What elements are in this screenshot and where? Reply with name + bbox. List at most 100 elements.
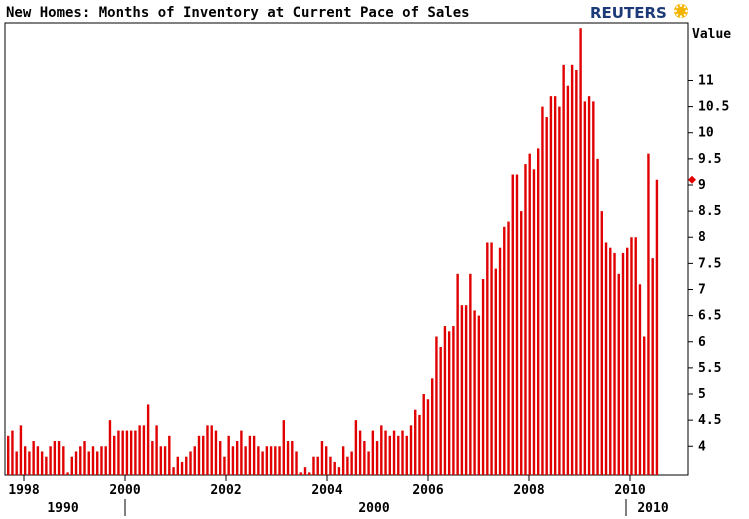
chart-title: New Homes: Months of Inventory at Curren…	[6, 5, 470, 21]
bar	[562, 64, 565, 475]
bar	[83, 441, 86, 475]
bar	[308, 472, 311, 475]
bar	[367, 451, 370, 475]
bar	[452, 326, 455, 475]
bar	[146, 404, 150, 475]
bar	[104, 446, 107, 475]
bar	[503, 226, 506, 475]
bar	[210, 425, 213, 475]
x-tick-label: 2000	[109, 483, 140, 498]
bar	[520, 211, 523, 475]
bar	[630, 237, 633, 475]
bar	[456, 273, 459, 475]
bar	[180, 461, 184, 475]
bars	[7, 28, 659, 475]
bar	[524, 164, 527, 475]
bar	[219, 441, 222, 475]
y-tick-label: 6	[698, 335, 706, 350]
bar	[558, 106, 561, 475]
bar	[447, 331, 451, 475]
y-tick-label: 4.5	[698, 413, 721, 428]
bar	[405, 435, 408, 475]
bar	[79, 446, 82, 475]
x-tick-label: 2006	[412, 483, 443, 498]
bar	[129, 430, 133, 475]
bar	[486, 242, 489, 475]
bar	[481, 279, 485, 475]
y-tick-label: 4	[698, 439, 706, 454]
y-tick-label: 7	[698, 282, 706, 297]
bar	[545, 117, 548, 475]
bar	[121, 430, 124, 475]
bar	[32, 441, 35, 475]
bar	[312, 456, 315, 475]
bar	[291, 441, 294, 475]
bar	[418, 414, 421, 475]
bar	[96, 451, 99, 475]
bar	[515, 174, 519, 475]
bar	[532, 169, 536, 475]
diamond-marker-icon	[688, 175, 696, 184]
bar	[617, 273, 620, 475]
bar	[231, 446, 235, 475]
y-tick-label: 6.5	[698, 309, 721, 324]
bar	[643, 336, 646, 475]
bar	[566, 85, 570, 475]
bar	[202, 435, 205, 475]
x-tick-label: 2008	[513, 483, 544, 498]
bar	[587, 96, 591, 475]
bar	[223, 456, 226, 475]
bar	[638, 284, 642, 475]
bar	[227, 435, 230, 475]
bar	[235, 441, 239, 475]
bar	[248, 435, 252, 475]
bar	[197, 435, 201, 475]
bar	[651, 258, 654, 475]
bar	[575, 70, 578, 475]
bar	[626, 247, 629, 475]
bar	[66, 472, 69, 475]
x-tick-label: 2004	[311, 483, 342, 498]
bar	[7, 435, 10, 475]
bar	[185, 456, 188, 475]
bar	[28, 451, 31, 475]
bar	[163, 446, 167, 475]
bar	[647, 153, 650, 475]
bar	[414, 409, 417, 475]
bar	[36, 446, 40, 475]
x-axis: 1998 2000 2002 2004 2006 2008 2010 1990 2000 2010	[8, 475, 669, 516]
bar	[537, 148, 540, 475]
x-tick-label: 2010	[614, 483, 645, 498]
bar	[193, 446, 196, 475]
bar	[384, 430, 387, 475]
bar	[422, 394, 425, 475]
bar	[117, 430, 120, 475]
bar	[583, 101, 587, 475]
bar	[443, 326, 447, 475]
bar	[528, 153, 531, 475]
x-decade-label: 2000	[358, 501, 389, 516]
bar	[265, 446, 269, 475]
bar	[401, 430, 404, 475]
y-tick-label: 9	[698, 178, 706, 193]
bar	[363, 441, 366, 475]
bar	[70, 456, 73, 475]
bar	[333, 461, 336, 475]
bar	[621, 252, 625, 475]
bar	[380, 425, 383, 475]
last-value-marker	[688, 175, 696, 184]
bar	[549, 96, 553, 475]
bar	[53, 441, 57, 475]
bar	[397, 435, 400, 475]
y-tick-label: 10	[698, 126, 714, 141]
bar	[490, 242, 493, 475]
bar	[295, 451, 298, 475]
bar	[634, 237, 637, 475]
bar	[23, 446, 27, 475]
bar	[269, 446, 273, 475]
y-axis: 4 4.5 5 5.5 6 6.5 7 7.5 8 8.5 9 9.5 10 10.5 11	[688, 73, 729, 454]
bar	[570, 64, 574, 475]
bar	[435, 336, 438, 475]
bar	[320, 441, 324, 475]
